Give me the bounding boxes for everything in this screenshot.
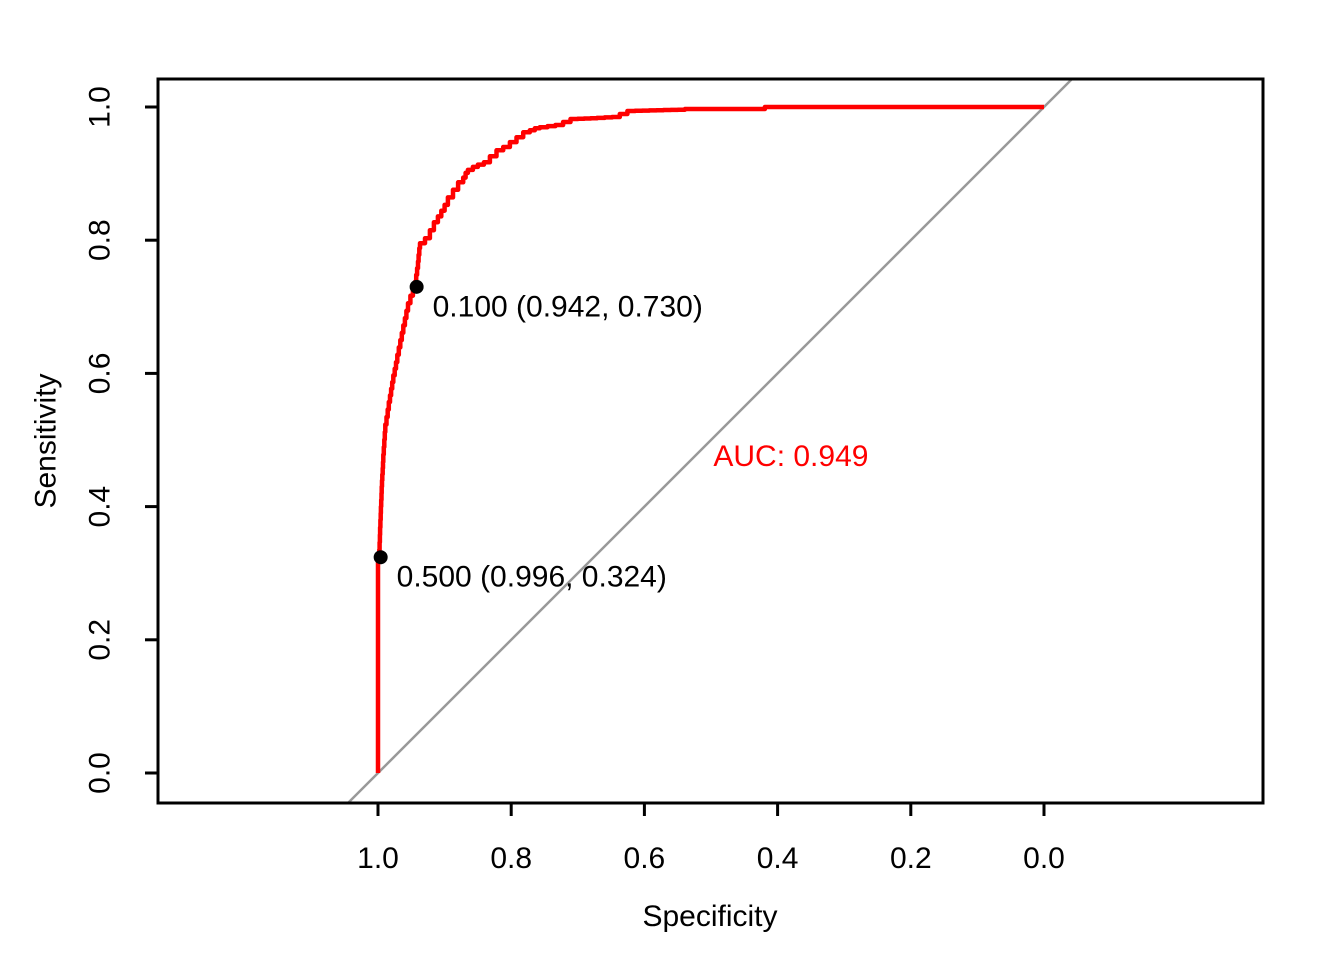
y-tick-label: 0.8 bbox=[84, 219, 117, 261]
plot-border-box bbox=[156, 77, 1265, 805]
threshold-point-dot bbox=[409, 279, 424, 294]
y-axis-title: Sensitivity bbox=[30, 373, 63, 508]
x-tick-label: 0.2 bbox=[890, 842, 932, 875]
x-tick-label: 0.8 bbox=[490, 842, 532, 875]
chance-diagonal-line bbox=[347, 78, 1073, 804]
x-tick-label: 0.0 bbox=[1023, 842, 1065, 875]
threshold-point-dot bbox=[373, 550, 388, 565]
y-tick-label: 1.0 bbox=[84, 86, 117, 128]
x-axis-title: Specificity bbox=[642, 900, 777, 933]
auc-label: AUC: 0.949 bbox=[713, 440, 868, 473]
x-tick-label: 1.0 bbox=[357, 842, 399, 875]
y-tick-label: 0.0 bbox=[84, 752, 117, 794]
threshold-point-label: 0.100 (0.942, 0.730) bbox=[433, 290, 703, 323]
y-tick-label: 0.2 bbox=[84, 619, 117, 661]
x-tick-label: 0.6 bbox=[624, 842, 666, 875]
y-tick-label: 0.4 bbox=[83, 486, 116, 528]
y-tick-label: 0.6 bbox=[84, 353, 117, 395]
x-tick-label: 0.4 bbox=[757, 842, 799, 875]
threshold-point-label: 0.500 (0.996, 0.324) bbox=[397, 561, 667, 594]
roc-curve bbox=[375, 104, 1044, 773]
